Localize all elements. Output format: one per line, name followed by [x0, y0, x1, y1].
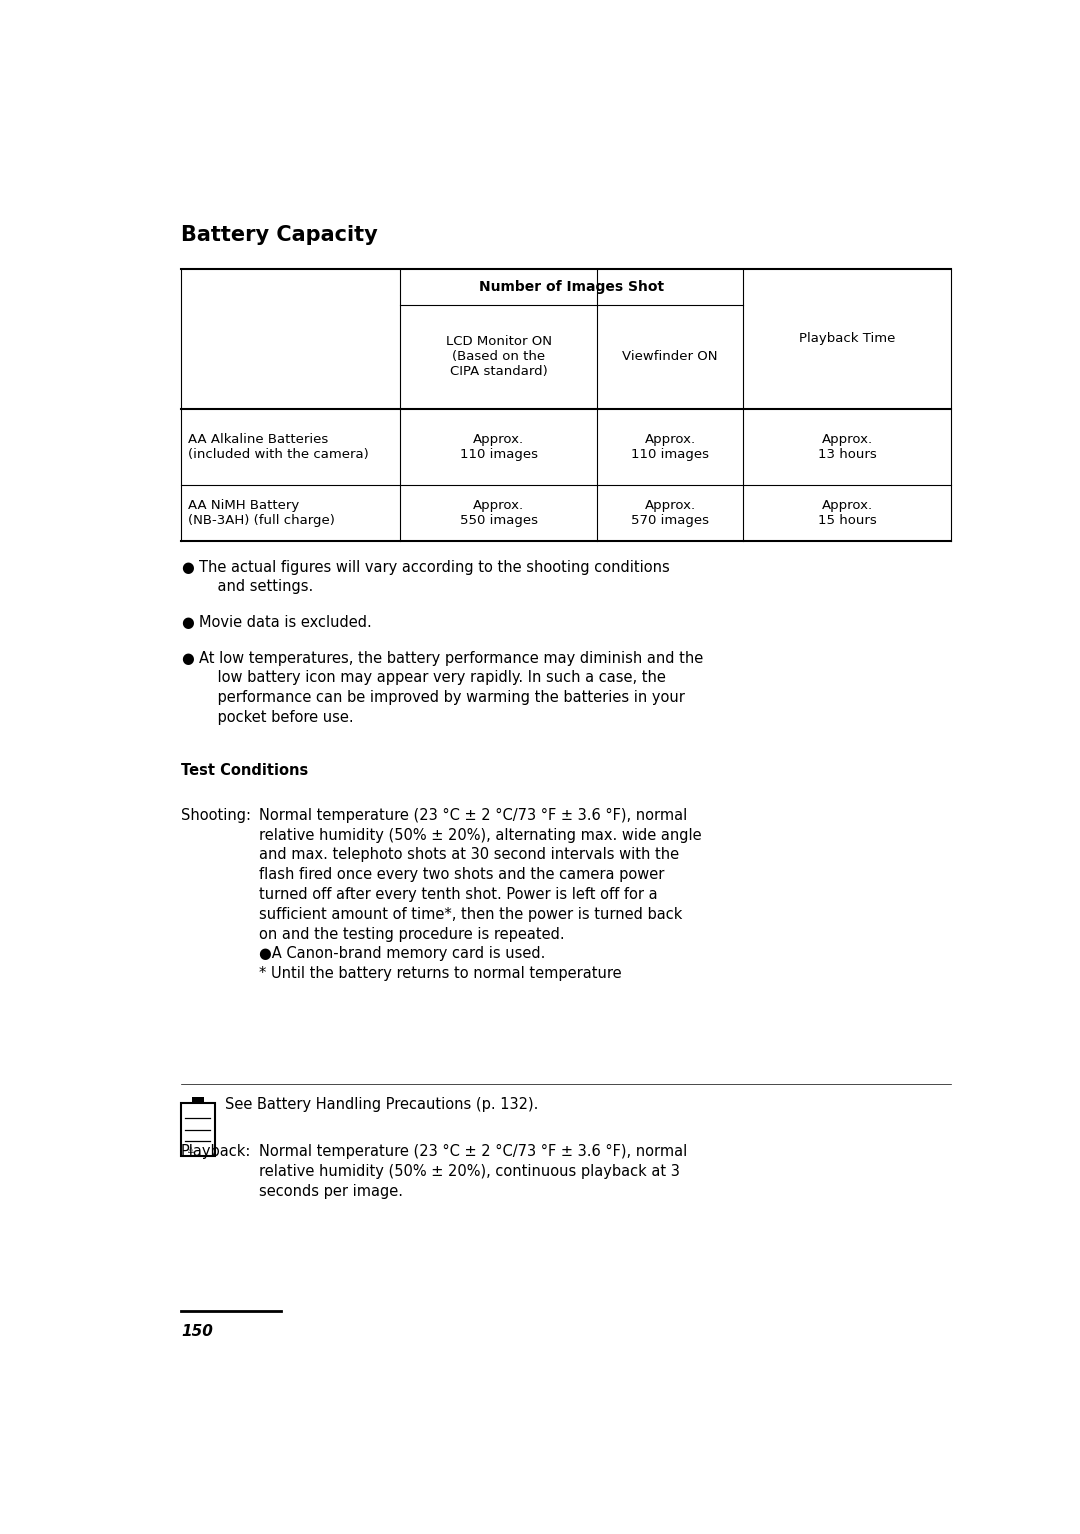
Text: At low temperatures, the battery performance may diminish and the
    low batter: At low temperatures, the battery perform…: [199, 650, 703, 726]
Text: Number of Images Shot: Number of Images Shot: [480, 279, 664, 295]
Text: See Battery Handling Precautions (p. 132).: See Battery Handling Precautions (p. 132…: [225, 1097, 538, 1112]
Text: Normal temperature (23 °C ± 2 °C/73 °F ± 3.6 °F), normal
relative humidity (50% : Normal temperature (23 °C ± 2 °C/73 °F ±…: [259, 1144, 687, 1200]
Text: ●: ●: [181, 560, 193, 575]
Text: Approx.
110 images: Approx. 110 images: [631, 433, 708, 460]
Text: AA NiMH Battery
(NB-3AH) (full charge): AA NiMH Battery (NB-3AH) (full charge): [188, 499, 335, 528]
Text: AA Alkaline Batteries
(included with the camera): AA Alkaline Batteries (included with the…: [188, 433, 368, 460]
Text: Playback:: Playback:: [181, 1144, 252, 1160]
Text: ●: ●: [181, 650, 193, 666]
Text: Battery Capacity: Battery Capacity: [181, 225, 378, 245]
Text: ●: ●: [181, 615, 193, 630]
Text: Approx.
13 hours: Approx. 13 hours: [818, 433, 877, 460]
Text: Approx.
110 images: Approx. 110 images: [460, 433, 538, 460]
Text: Playback Time: Playback Time: [799, 333, 895, 345]
Text: The actual figures will vary according to the shooting conditions
    and settin: The actual figures will vary according t…: [199, 560, 670, 595]
Text: Approx.
15 hours: Approx. 15 hours: [818, 499, 877, 528]
Bar: [181, 1103, 215, 1157]
Text: Normal temperature (23 °C ± 2 °C/73 °F ± 3.6 °F), normal
relative humidity (50% : Normal temperature (23 °C ± 2 °C/73 °F ±…: [259, 808, 702, 982]
Bar: [192, 1097, 204, 1103]
Text: Approx.
570 images: Approx. 570 images: [631, 499, 708, 528]
Text: 150: 150: [181, 1324, 213, 1339]
Text: △: △: [188, 1144, 194, 1154]
Text: Shooting:: Shooting:: [181, 808, 251, 822]
Text: Approx.
550 images: Approx. 550 images: [460, 499, 538, 528]
Text: Movie data is excluded.: Movie data is excluded.: [199, 615, 372, 630]
Text: LCD Monitor ON
(Based on the
CIPA standard): LCD Monitor ON (Based on the CIPA standa…: [446, 334, 552, 377]
Text: Viewfinder ON: Viewfinder ON: [622, 350, 718, 364]
Text: Test Conditions: Test Conditions: [181, 762, 308, 778]
